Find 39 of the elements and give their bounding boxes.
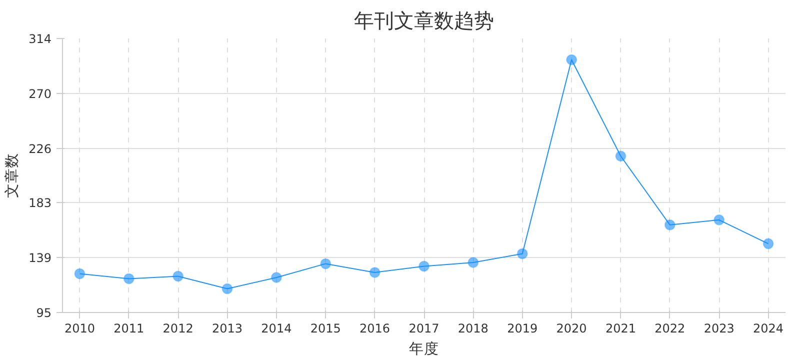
point	[566, 54, 578, 66]
x-tick-label: 2015	[310, 322, 341, 336]
point	[123, 273, 134, 284]
x-tick-label: 2014	[261, 322, 292, 336]
y-tick-label: 95	[36, 306, 52, 320]
x-tick-label: 2013	[212, 322, 243, 336]
point	[615, 150, 626, 162]
point	[664, 219, 676, 230]
x-tick-label: 2019	[507, 322, 538, 336]
x-axis-title: 年度	[409, 340, 439, 358]
x-tick-label: 2023	[704, 322, 734, 336]
point	[74, 268, 86, 280]
x-tick-label: 2011	[114, 322, 144, 336]
point	[172, 270, 184, 282]
point	[516, 248, 528, 260]
x-tick-label: 2021	[605, 322, 636, 336]
y-axis-title: 文章数	[4, 153, 21, 198]
x-tick-label: 2016	[360, 322, 390, 336]
point	[369, 266, 380, 278]
point	[270, 272, 282, 283]
x-tick-label: 2020	[556, 322, 587, 336]
y-tick-label: 270	[28, 87, 52, 102]
x-tick-label: 2010	[64, 322, 95, 336]
y-tick-label: 314	[28, 32, 52, 46]
point	[222, 283, 233, 294]
x-tick-label: 2012	[162, 322, 194, 336]
point	[320, 258, 332, 270]
x-tick-label: 2024	[753, 322, 784, 336]
chart-title: 年刊文章数趋势	[354, 8, 494, 32]
point	[714, 214, 725, 226]
x-tick-label: 2018	[458, 322, 488, 336]
x-tick-label: 2017	[408, 322, 440, 336]
point	[468, 256, 479, 268]
point	[762, 238, 774, 250]
y-tick-label: 183	[28, 196, 52, 210]
x-tick-label: 2022	[654, 322, 686, 336]
y-tick-label: 226	[28, 142, 52, 156]
y-tick-label: 139	[28, 250, 52, 265]
point	[418, 260, 430, 272]
